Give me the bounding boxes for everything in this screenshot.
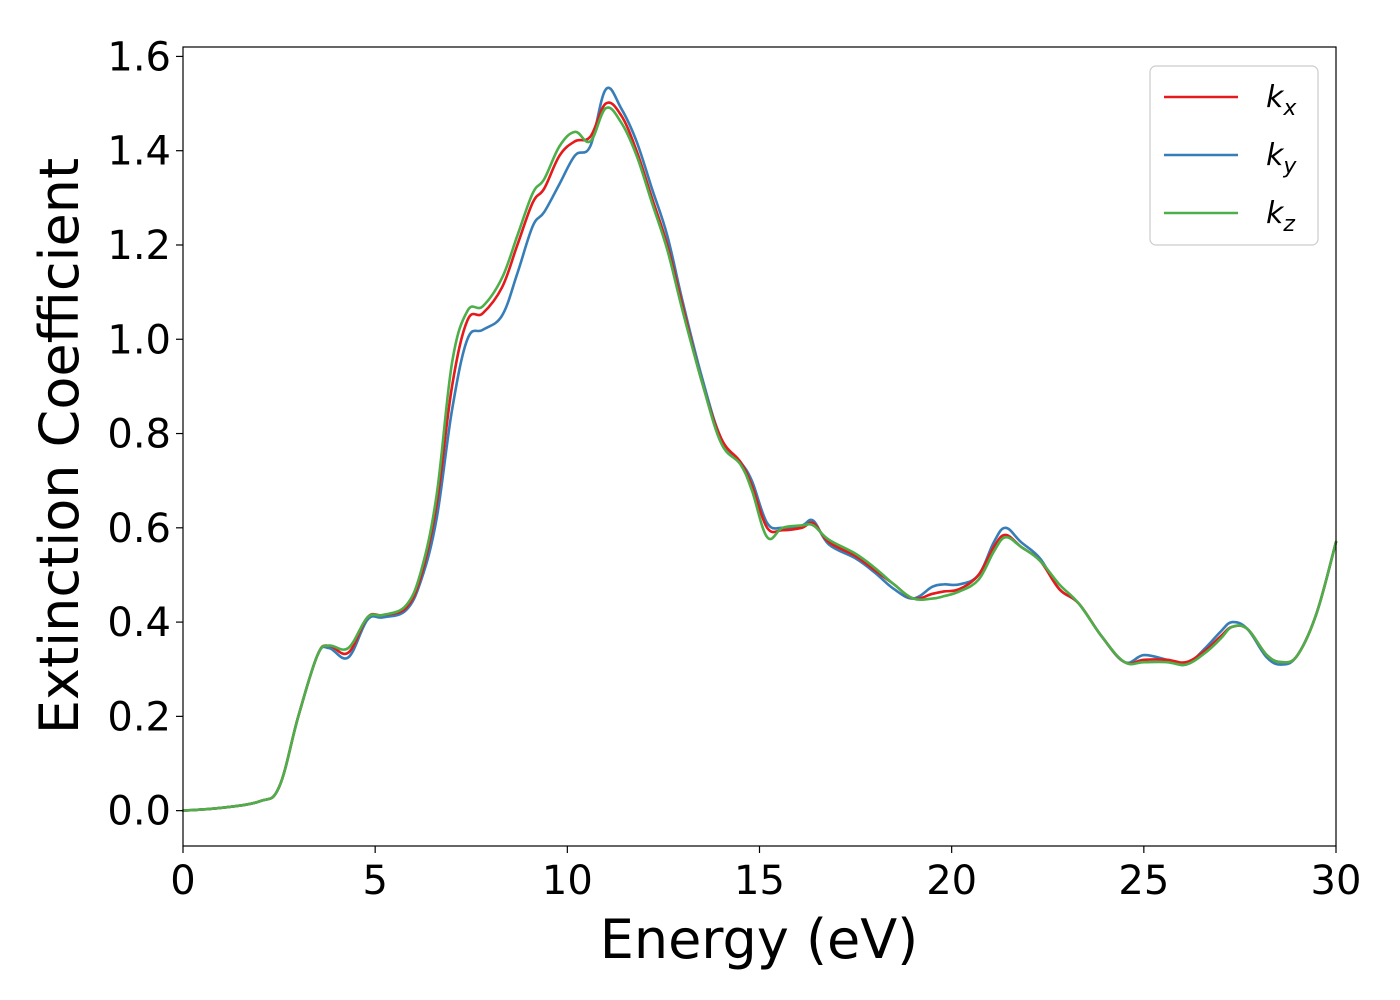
x-tick-label: 30 (1311, 858, 1362, 904)
y-tick-label: 0.8 (107, 412, 171, 458)
series-layer (181, 86, 1338, 812)
y-tick-label: 1.6 (107, 34, 171, 80)
x-tick-label: 10 (542, 858, 593, 904)
x-tick-label: 5 (362, 858, 387, 904)
y-tick-label: 0.4 (107, 600, 171, 646)
legend-entries: kx ky kz (1164, 80, 1297, 237)
y-tick-label: 0.6 (107, 506, 171, 552)
y-tick-label: 1.4 (107, 129, 171, 175)
legend-label-kx: kx (1266, 80, 1297, 121)
x-tick-label: 15 (734, 858, 785, 904)
x-tick-label: 20 (926, 858, 977, 904)
legend-label-ky: ky (1266, 138, 1297, 179)
y-tick-label: 0.0 (107, 789, 171, 835)
y-tick-label: 0.2 (107, 694, 171, 740)
y-axis-label: Extinction Coefficient (28, 158, 91, 734)
x-tick-label: 25 (1118, 858, 1169, 904)
x-tick-label: 0 (170, 858, 195, 904)
y-tick-label: 1.0 (107, 317, 171, 363)
y-tick-label: 1.2 (107, 223, 171, 269)
series-line-kz (181, 106, 1338, 812)
ticks-layer: 0 5 10 15 20 25 30 0.0 0.2 0.4 0.6 0.8 1.0 1.2 1.4 1.6 (107, 34, 1361, 904)
legend: kx ky kz (1149, 65, 1319, 246)
x-axis-label: Energy (eV) (600, 908, 919, 971)
legend-label-kz: kz (1266, 196, 1295, 237)
